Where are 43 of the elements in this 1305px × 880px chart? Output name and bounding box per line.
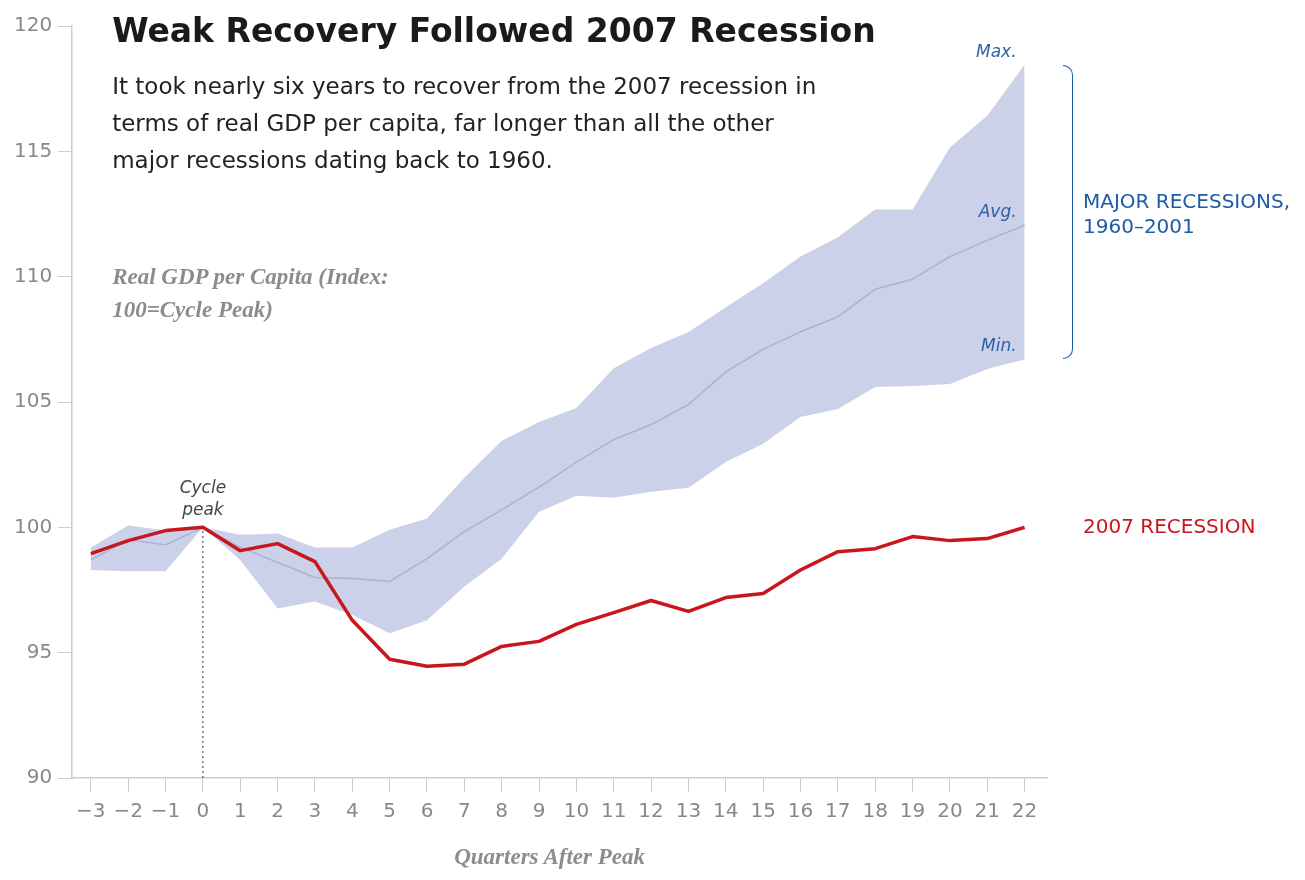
x-tick-label: 21 <box>974 798 1000 823</box>
ref-line-label: Cycle peak <box>179 477 227 520</box>
x-tick-label: 3 <box>308 798 322 823</box>
y-tick-label: 105 <box>13 388 53 413</box>
x-tick-label: 8 <box>495 798 509 823</box>
annotation: Max. <box>976 40 1017 61</box>
x-tick-label: 0 <box>196 798 210 823</box>
y-tick-label: 100 <box>13 513 53 538</box>
x-tick-label: 13 <box>675 798 702 823</box>
y-axis-title: Real GDP per Capita (Index: 100=Cycle Peak) <box>111 264 389 322</box>
chart-title: Weak Recovery Followed 2007 Recession <box>112 11 876 50</box>
x-tick-label: 10 <box>563 798 590 823</box>
x-tick-label: 12 <box>638 798 664 823</box>
annotation: Min. <box>981 335 1017 356</box>
text: 2007 RECESSION <box>1083 513 1256 538</box>
y-tick-label: 110 <box>13 262 53 287</box>
x-tick-label: 5 <box>383 798 397 823</box>
x-tick-label: 20 <box>937 798 963 823</box>
y-tick-label: 90 <box>26 764 53 789</box>
x-tick-label: 15 <box>750 798 776 823</box>
x-tick-label: 4 <box>345 798 359 823</box>
x-tick-label: 9 <box>532 798 546 823</box>
x-axis-title: Quarters After Peak <box>454 844 646 869</box>
x-tick-label: −3 <box>76 798 106 823</box>
y-tick-label: 115 <box>13 137 53 162</box>
x-tick-label: −1 <box>150 798 181 823</box>
x-tick-label: 2 <box>271 798 284 823</box>
annotation: Avg. <box>977 201 1017 222</box>
x-tick-label: 18 <box>862 798 888 823</box>
x-tick-label: 1 <box>233 798 247 823</box>
x-tick-label: 19 <box>899 798 926 823</box>
text: MAJOR RECESSIONS, 1960–2001 <box>1083 188 1291 238</box>
x-tick-label: 6 <box>420 798 434 823</box>
y-tick-label: 120 <box>13 12 53 37</box>
x-tick-label: 14 <box>713 798 739 823</box>
x-tick-label: 7 <box>457 798 471 823</box>
x-tick-label: 17 <box>825 798 851 823</box>
x-tick-label: 16 <box>787 798 814 823</box>
x-tick-label: 22 <box>1011 798 1038 823</box>
x-tick-label: −2 <box>113 798 143 823</box>
x-tick-label: 11 <box>601 798 627 823</box>
text: It took nearly six years to recover from the 2007 recession in terms of real GDP per capita, far longer than all the other major recessions dating back to 1960. <box>112 73 817 173</box>
y-tick-label: 95 <box>26 638 53 663</box>
